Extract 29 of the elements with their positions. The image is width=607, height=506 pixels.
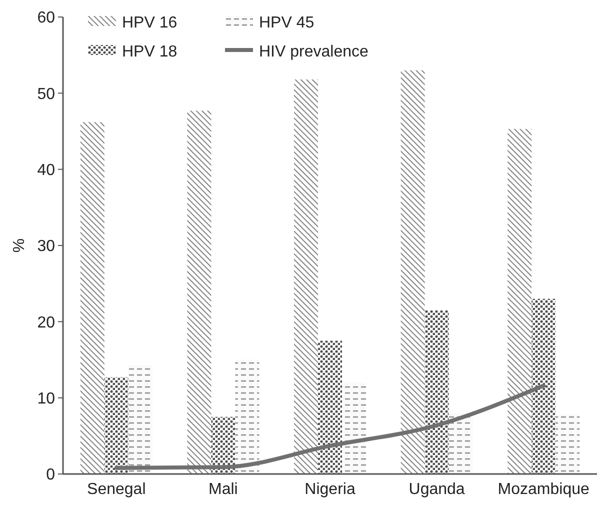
y-tick-label: 30 [37,238,56,256]
bar [556,414,580,474]
legend-label: HPV 18 [122,44,178,61]
bar [532,298,556,474]
x-tick-label: Mali [208,481,238,498]
y-axis-title: % [11,238,28,253]
y-tick-label: 40 [37,162,56,179]
bar [80,122,104,474]
bar [318,340,342,474]
y-tick-label: 0 [46,466,56,484]
x-tick-label: Nigeria [304,481,356,498]
bar [104,377,128,474]
bar [187,110,212,474]
y-tick-label: 60 [37,10,56,27]
legend-label: HIV prevalence [259,44,368,61]
bar [508,128,532,474]
bar [294,79,318,474]
x-tick-label: Senegal [87,481,146,498]
y-tick-label: 10 [37,390,56,408]
bar [211,416,236,474]
x-tick-label: Uganda [408,481,465,498]
x-tick-label: Mozambique [498,481,590,498]
legend-label: HPV 16 [122,14,178,32]
y-tick-label: 20 [37,314,56,332]
line-series [114,384,546,470]
bar [424,310,449,474]
y-tick-label: 50 [37,86,56,103]
bar [400,70,425,474]
legend-label: HPV 45 [259,14,314,32]
